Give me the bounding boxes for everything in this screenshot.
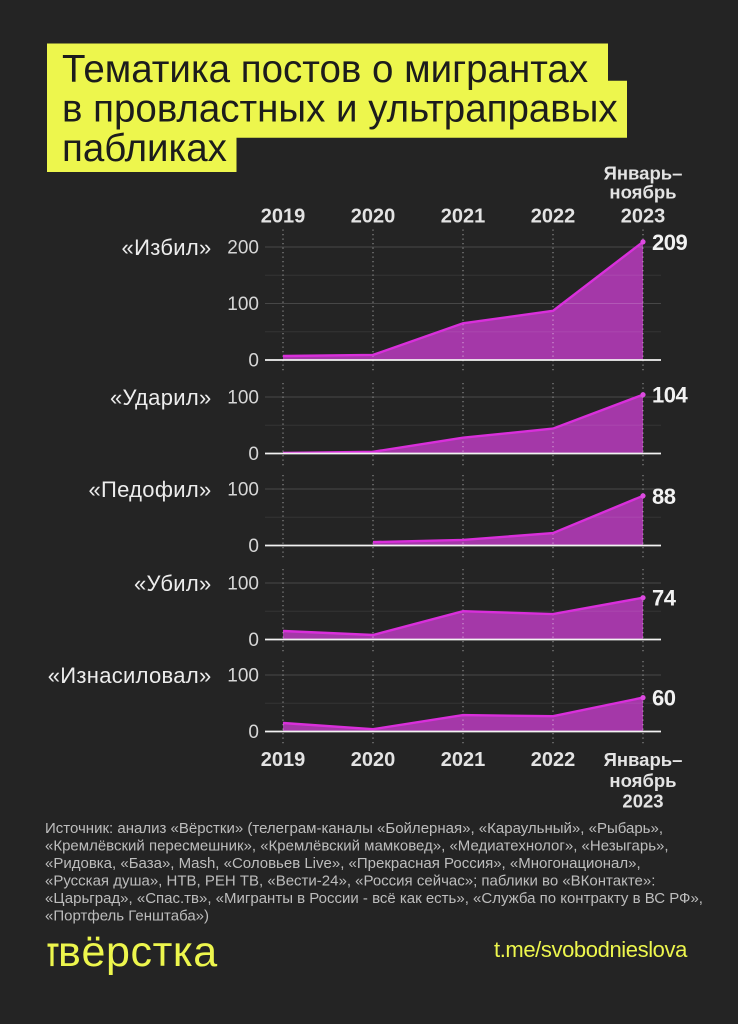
svg-text:Январь–: Январь– (604, 749, 683, 770)
svg-text:200: 200 (227, 238, 259, 259)
svg-text:2021: 2021 (441, 205, 486, 227)
svg-text:«Изнасиловал»: «Изнасиловал» (48, 663, 212, 688)
svg-text:вёрстка: вёрстка (58, 928, 218, 976)
svg-text:Тематика постов о мигрантах: Тематика постов о мигрантах (62, 48, 588, 91)
svg-text:2019: 2019 (261, 205, 306, 227)
svg-text:100: 100 (227, 388, 259, 409)
svg-text:74: 74 (652, 586, 677, 611)
svg-text:88: 88 (652, 484, 676, 509)
svg-text:2022: 2022 (531, 205, 576, 227)
svg-text:«Ридовка, «База», Mash, «Солов: «Ридовка, «База», Mash, «Соловьев Live»,… (45, 855, 641, 872)
svg-text:100: 100 (227, 294, 259, 315)
svg-text:t.me/svobodnieslova: t.me/svobodnieslova (494, 937, 688, 962)
svg-text:100: 100 (227, 480, 259, 501)
svg-text:«Кремлёвский пересмешник», «Кр: «Кремлёвский пересмешник», «Кремлёвский … (45, 838, 669, 855)
svg-text:2023: 2023 (621, 205, 666, 227)
svg-text:ноябрь: ноябрь (609, 182, 676, 203)
svg-text:0: 0 (248, 536, 259, 557)
svg-text:209: 209 (652, 230, 687, 255)
svg-text:«Убил»: «Убил» (134, 571, 212, 596)
svg-text:«Ударил»: «Ударил» (110, 385, 212, 410)
svg-text:«Царьград», «Спас.тв», «Мигран: «Царьград», «Спас.тв», «Мигранты в Росси… (45, 890, 703, 907)
svg-text:0: 0 (248, 630, 259, 651)
svg-text:2021: 2021 (441, 749, 486, 771)
svg-text:2020: 2020 (351, 749, 396, 771)
svg-text:2019: 2019 (261, 749, 306, 771)
svg-text:0: 0 (248, 722, 259, 743)
svg-text:60: 60 (652, 686, 676, 711)
svg-text:104: 104 (652, 383, 688, 408)
svg-text:100: 100 (227, 666, 259, 687)
svg-text:«Русская душа», НТВ, РЕН ТВ, «: «Русская душа», НТВ, РЕН ТВ, «Вести-24»,… (45, 873, 655, 890)
svg-text:Январь–: Январь– (604, 162, 683, 183)
svg-text:ноябрь: ноябрь (609, 770, 676, 791)
svg-text:«Педофил»: «Педофил» (88, 477, 211, 502)
svg-text:«Портфель Генштаба»): «Портфель Генштаба») (45, 908, 209, 925)
svg-text:Источник: анализ «Вёрстки» (те: Источник: анализ «Вёрстки» (телеграм-кан… (45, 820, 663, 837)
svg-text:2020: 2020 (351, 205, 396, 227)
svg-text:2023: 2023 (622, 791, 663, 812)
svg-text:«Избил»: «Избил» (122, 235, 212, 260)
svg-text:в провластных и ультраправых: в провластных и ультраправых (62, 88, 618, 131)
svg-text:100: 100 (227, 574, 259, 595)
svg-text:0: 0 (248, 444, 259, 465)
svg-text:0: 0 (248, 351, 259, 372)
svg-text:пабликах: пабликах (62, 127, 227, 170)
svg-text:2022: 2022 (531, 749, 576, 771)
